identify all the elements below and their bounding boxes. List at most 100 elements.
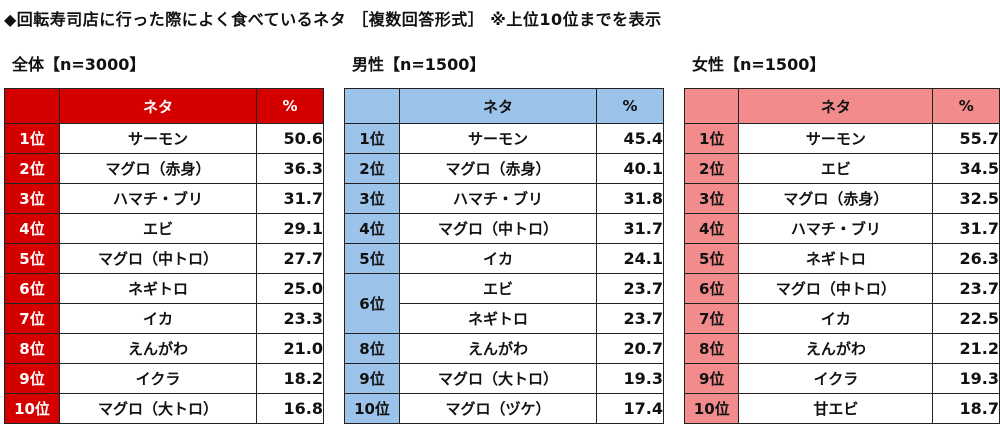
table-row: 7位 イカ 22.5: [683, 303, 1000, 334]
female-panel: 女性【n=1500】 ネタ % 1位 サーモン 55.7 2位 エビ 34.5 3位 マグロ（…: [683, 50, 1000, 424]
item-cell: エビ: [59, 213, 257, 244]
pct-cell: 31.8: [596, 183, 664, 214]
rank-cell: 9位: [4, 363, 60, 394]
item-cell: イカ: [738, 303, 934, 334]
rank-cell: 6位: [683, 273, 740, 304]
total-panel-title: 全体【n=3000】: [12, 55, 146, 74]
item-cell: ネギトロ: [738, 243, 934, 274]
table-row: 1位 サーモン 50.6: [4, 123, 324, 154]
pct-cell: 21.2: [932, 333, 1000, 364]
item-header: ネタ: [738, 88, 934, 124]
table-row: 3位 ハマチ・ブリ 31.7: [4, 183, 324, 214]
page-title: ◆回転寿司店に行った際によく食べているネタ ［複数回答形式］ ※上位10位までを…: [4, 10, 662, 29]
item-cell: エビ: [738, 153, 934, 184]
pct-cell: 23.7: [596, 273, 664, 304]
table-row: 6位 ネギトロ 25.0: [4, 273, 324, 304]
rank-cell: 10位: [683, 393, 740, 424]
rank-cell: 3位: [683, 183, 740, 214]
rank-cell: 8位: [4, 333, 60, 364]
male-table: ネタ % 1位 サーモン 45.4 2位 マグロ（赤身） 40.1 3位 ハマチ・ブリ 31.8…: [344, 88, 664, 424]
pct-cell: 40.1: [596, 153, 664, 184]
item-cell: サーモン: [738, 123, 934, 154]
table-header-row: ネタ %: [683, 88, 1000, 124]
table-row: 6位 マグロ（中トロ） 23.7: [683, 273, 1000, 304]
item-cell: マグロ（ヅケ）: [399, 393, 597, 424]
item-cell: マグロ（大トロ）: [59, 393, 257, 424]
male-panel: 男性【n=1500】 ネタ % 1位 サーモン 45.4 2位 マグロ（赤身） 40.1 3…: [344, 50, 664, 424]
rank-cell: 9位: [344, 363, 400, 394]
item-cell: ハマチ・ブリ: [738, 213, 934, 244]
pct-cell: 25.0: [256, 273, 324, 304]
rank-cell: 9位: [683, 363, 740, 394]
pct-cell: 21.0: [256, 333, 324, 364]
rank-header: [4, 88, 60, 124]
item-cell: マグロ（中トロ）: [59, 243, 257, 274]
pct-cell: 16.8: [256, 393, 324, 424]
item-cell: えんがわ: [59, 333, 257, 364]
table-row: 4位 エビ 29.1: [4, 213, 324, 244]
table-row: 8位 えんがわ 20.7: [344, 333, 664, 364]
rank-cell: 6位: [344, 273, 400, 334]
pct-header: %: [596, 88, 664, 124]
rank-cell: 2位: [4, 153, 60, 184]
pct-cell: 45.4: [596, 123, 664, 154]
item-cell: えんがわ: [399, 333, 597, 364]
table-row: 9位 イクラ 18.2: [4, 363, 324, 394]
rank-cell: 5位: [683, 243, 740, 274]
pct-header: %: [932, 88, 1000, 124]
rank-cell: 6位: [4, 273, 60, 304]
rank-header: [344, 88, 400, 124]
item-cell: ハマチ・ブリ: [59, 183, 257, 214]
rank-cell: 1位: [683, 123, 740, 154]
rank-cell: 8位: [683, 333, 740, 364]
pct-cell: 17.4: [596, 393, 664, 424]
male-panel-title: 男性【n=1500】: [352, 55, 486, 74]
item-cell: マグロ（赤身）: [59, 153, 257, 184]
table-row: 4位 マグロ（中トロ） 31.7: [344, 213, 664, 244]
item-cell: ネギトロ: [399, 303, 597, 334]
rank-cell: 10位: [4, 393, 60, 424]
pct-cell: 34.5: [932, 153, 1000, 184]
pct-cell: 24.1: [596, 243, 664, 274]
pct-cell: 23.3: [256, 303, 324, 334]
item-cell: イクラ: [59, 363, 257, 394]
table-header-row: ネタ %: [344, 88, 664, 124]
table-row: 5位 ネギトロ 26.3: [683, 243, 1000, 274]
total-table: ネタ % 1位 サーモン 50.6 2位 マグロ（赤身） 36.3 3位 ハマチ・ブリ 31.7…: [4, 88, 324, 424]
rank-cell: 10位: [344, 393, 400, 424]
pct-cell: 31.7: [932, 213, 1000, 244]
pct-header: %: [256, 88, 324, 124]
item-cell: ネギトロ: [59, 273, 257, 304]
table-row: 3位 マグロ（赤身） 32.5: [683, 183, 1000, 214]
table-row: 10位 甘エビ 18.7: [683, 393, 1000, 424]
rank-cell: 7位: [683, 303, 740, 334]
table-row: 1位 サーモン 55.7: [683, 123, 1000, 154]
table-row: 6位 エビ 23.7: [344, 273, 664, 334]
table-row: 9位 マグロ（大トロ） 19.3: [344, 363, 664, 394]
item-cell: イカ: [399, 243, 597, 274]
pct-cell: 55.7: [932, 123, 1000, 154]
pct-cell: 19.3: [596, 363, 664, 394]
pct-cell: 18.2: [256, 363, 324, 394]
rank-cell: 5位: [344, 243, 400, 274]
total-panel: 全体【n=3000】 ネタ % 1位 サーモン 50.6 2位 マグロ（赤身） 36.3 3…: [4, 50, 324, 424]
table-row: 2位 マグロ（赤身） 40.1: [344, 153, 664, 184]
rank-cell: 2位: [344, 153, 400, 184]
female-panel-title: 女性【n=1500】: [692, 55, 826, 74]
rank-header: [683, 88, 740, 124]
table-row: 3位 ハマチ・ブリ 31.8: [344, 183, 664, 214]
item-cell: ハマチ・ブリ: [399, 183, 597, 214]
rank-cell: 7位: [4, 303, 60, 334]
table-row: 8位 えんがわ 21.2: [683, 333, 1000, 364]
table-header-row: ネタ %: [4, 88, 324, 124]
item-cell: えんがわ: [738, 333, 934, 364]
rank-cell: 1位: [344, 123, 400, 154]
pct-cell: 26.3: [932, 243, 1000, 274]
table-row: ネギトロ 23.7: [345, 303, 664, 334]
item-cell: イクラ: [738, 363, 934, 394]
pct-cell: 23.7: [932, 273, 1000, 304]
item-cell: エビ: [399, 273, 597, 304]
rank-cell: 3位: [4, 183, 60, 214]
rank-cell: 8位: [344, 333, 400, 364]
pct-cell: 50.6: [256, 123, 324, 154]
